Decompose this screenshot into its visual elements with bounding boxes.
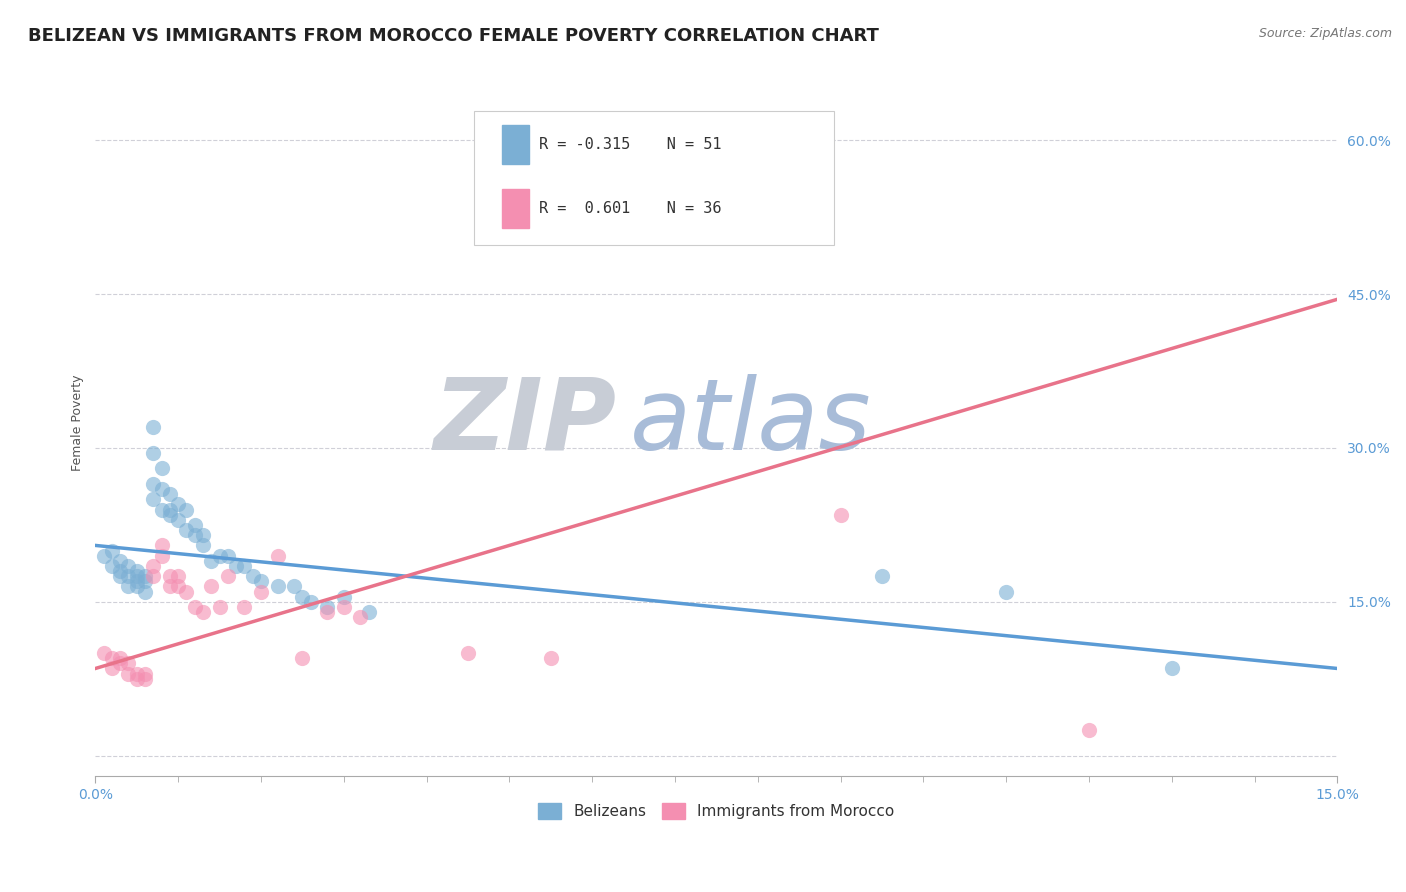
Point (332, 599, 354, 614)
Point (150, 482, 173, 496)
Point (176, 523, 198, 537)
Point (159, 508, 181, 522)
Point (150, 461, 173, 475)
Point (183, 528, 205, 542)
Point (217, 569, 239, 583)
FancyBboxPatch shape (474, 111, 834, 245)
Point (316, 599, 339, 614)
Point (457, 646, 479, 660)
Point (117, 558, 139, 573)
Point (142, 569, 165, 583)
Point (332, 590, 354, 604)
Point (125, 666, 148, 681)
Point (159, 487, 181, 501)
Point (242, 569, 264, 583)
Point (316, 605, 339, 619)
Text: R =  0.601    N = 36: R = 0.601 N = 36 (538, 201, 721, 216)
Point (233, 599, 256, 614)
Point (150, 502, 173, 516)
Point (117, 569, 139, 583)
Point (176, 584, 198, 599)
Point (150, 549, 173, 563)
Point (125, 574, 148, 589)
Point (134, 569, 156, 583)
Point (142, 446, 165, 460)
Point (995, 584, 1018, 599)
Point (125, 564, 148, 578)
Point (142, 420, 165, 434)
Point (159, 569, 181, 583)
Point (117, 579, 139, 593)
Point (291, 651, 314, 665)
Point (183, 517, 205, 532)
Point (191, 538, 214, 552)
Text: BELIZEAN VS IMMIGRANTS FROM MOROCCO FEMALE POVERTY CORRELATION CHART: BELIZEAN VS IMMIGRANTS FROM MOROCCO FEMA… (28, 27, 879, 45)
Point (108, 554, 131, 568)
Point (266, 579, 288, 593)
Point (167, 579, 190, 593)
Point (299, 595, 322, 609)
Point (266, 549, 288, 563)
Point (159, 579, 181, 593)
Point (200, 554, 222, 568)
Point (233, 558, 256, 573)
Point (349, 610, 371, 624)
Text: Source: ZipAtlas.com: Source: ZipAtlas.com (1258, 27, 1392, 40)
Point (134, 666, 156, 681)
Point (870, 569, 893, 583)
Point (142, 476, 165, 491)
Point (167, 569, 190, 583)
Text: R = -0.315    N = 51: R = -0.315 N = 51 (538, 137, 721, 153)
Text: atlas: atlas (630, 374, 872, 471)
Point (357, 605, 380, 619)
Point (108, 569, 131, 583)
Point (1078, 723, 1101, 737)
Point (101, 661, 124, 675)
Point (283, 579, 305, 593)
Point (125, 579, 148, 593)
Legend: Belizeans, Immigrants from Morocco: Belizeans, Immigrants from Morocco (533, 797, 900, 825)
Text: ZIP: ZIP (434, 374, 617, 471)
Point (540, 651, 562, 665)
Point (167, 497, 190, 511)
Point (134, 584, 156, 599)
Point (150, 538, 173, 552)
Point (108, 657, 131, 671)
Point (217, 549, 239, 563)
Point (101, 651, 124, 665)
Point (93, 646, 115, 660)
Point (200, 579, 222, 593)
Point (134, 574, 156, 589)
Point (208, 549, 231, 563)
Point (291, 590, 314, 604)
Point (142, 492, 165, 507)
Point (167, 513, 190, 527)
Point (125, 672, 148, 686)
Point (117, 657, 139, 671)
Point (208, 599, 231, 614)
Point (183, 599, 205, 614)
Point (830, 508, 852, 522)
Point (1160, 661, 1182, 675)
Point (142, 558, 165, 573)
Point (134, 672, 156, 686)
Point (101, 558, 124, 573)
Point (191, 528, 214, 542)
Point (101, 543, 124, 558)
Point (159, 502, 181, 516)
Point (108, 651, 131, 665)
Point (93, 549, 115, 563)
Point (250, 584, 273, 599)
Bar (502, 189, 529, 227)
Y-axis label: Female Poverty: Female Poverty (72, 374, 84, 471)
Point (117, 666, 139, 681)
Point (176, 502, 198, 516)
Point (125, 569, 148, 583)
Point (250, 574, 273, 589)
Point (191, 605, 214, 619)
Point (108, 564, 131, 578)
Bar (502, 125, 529, 164)
Point (225, 558, 247, 573)
